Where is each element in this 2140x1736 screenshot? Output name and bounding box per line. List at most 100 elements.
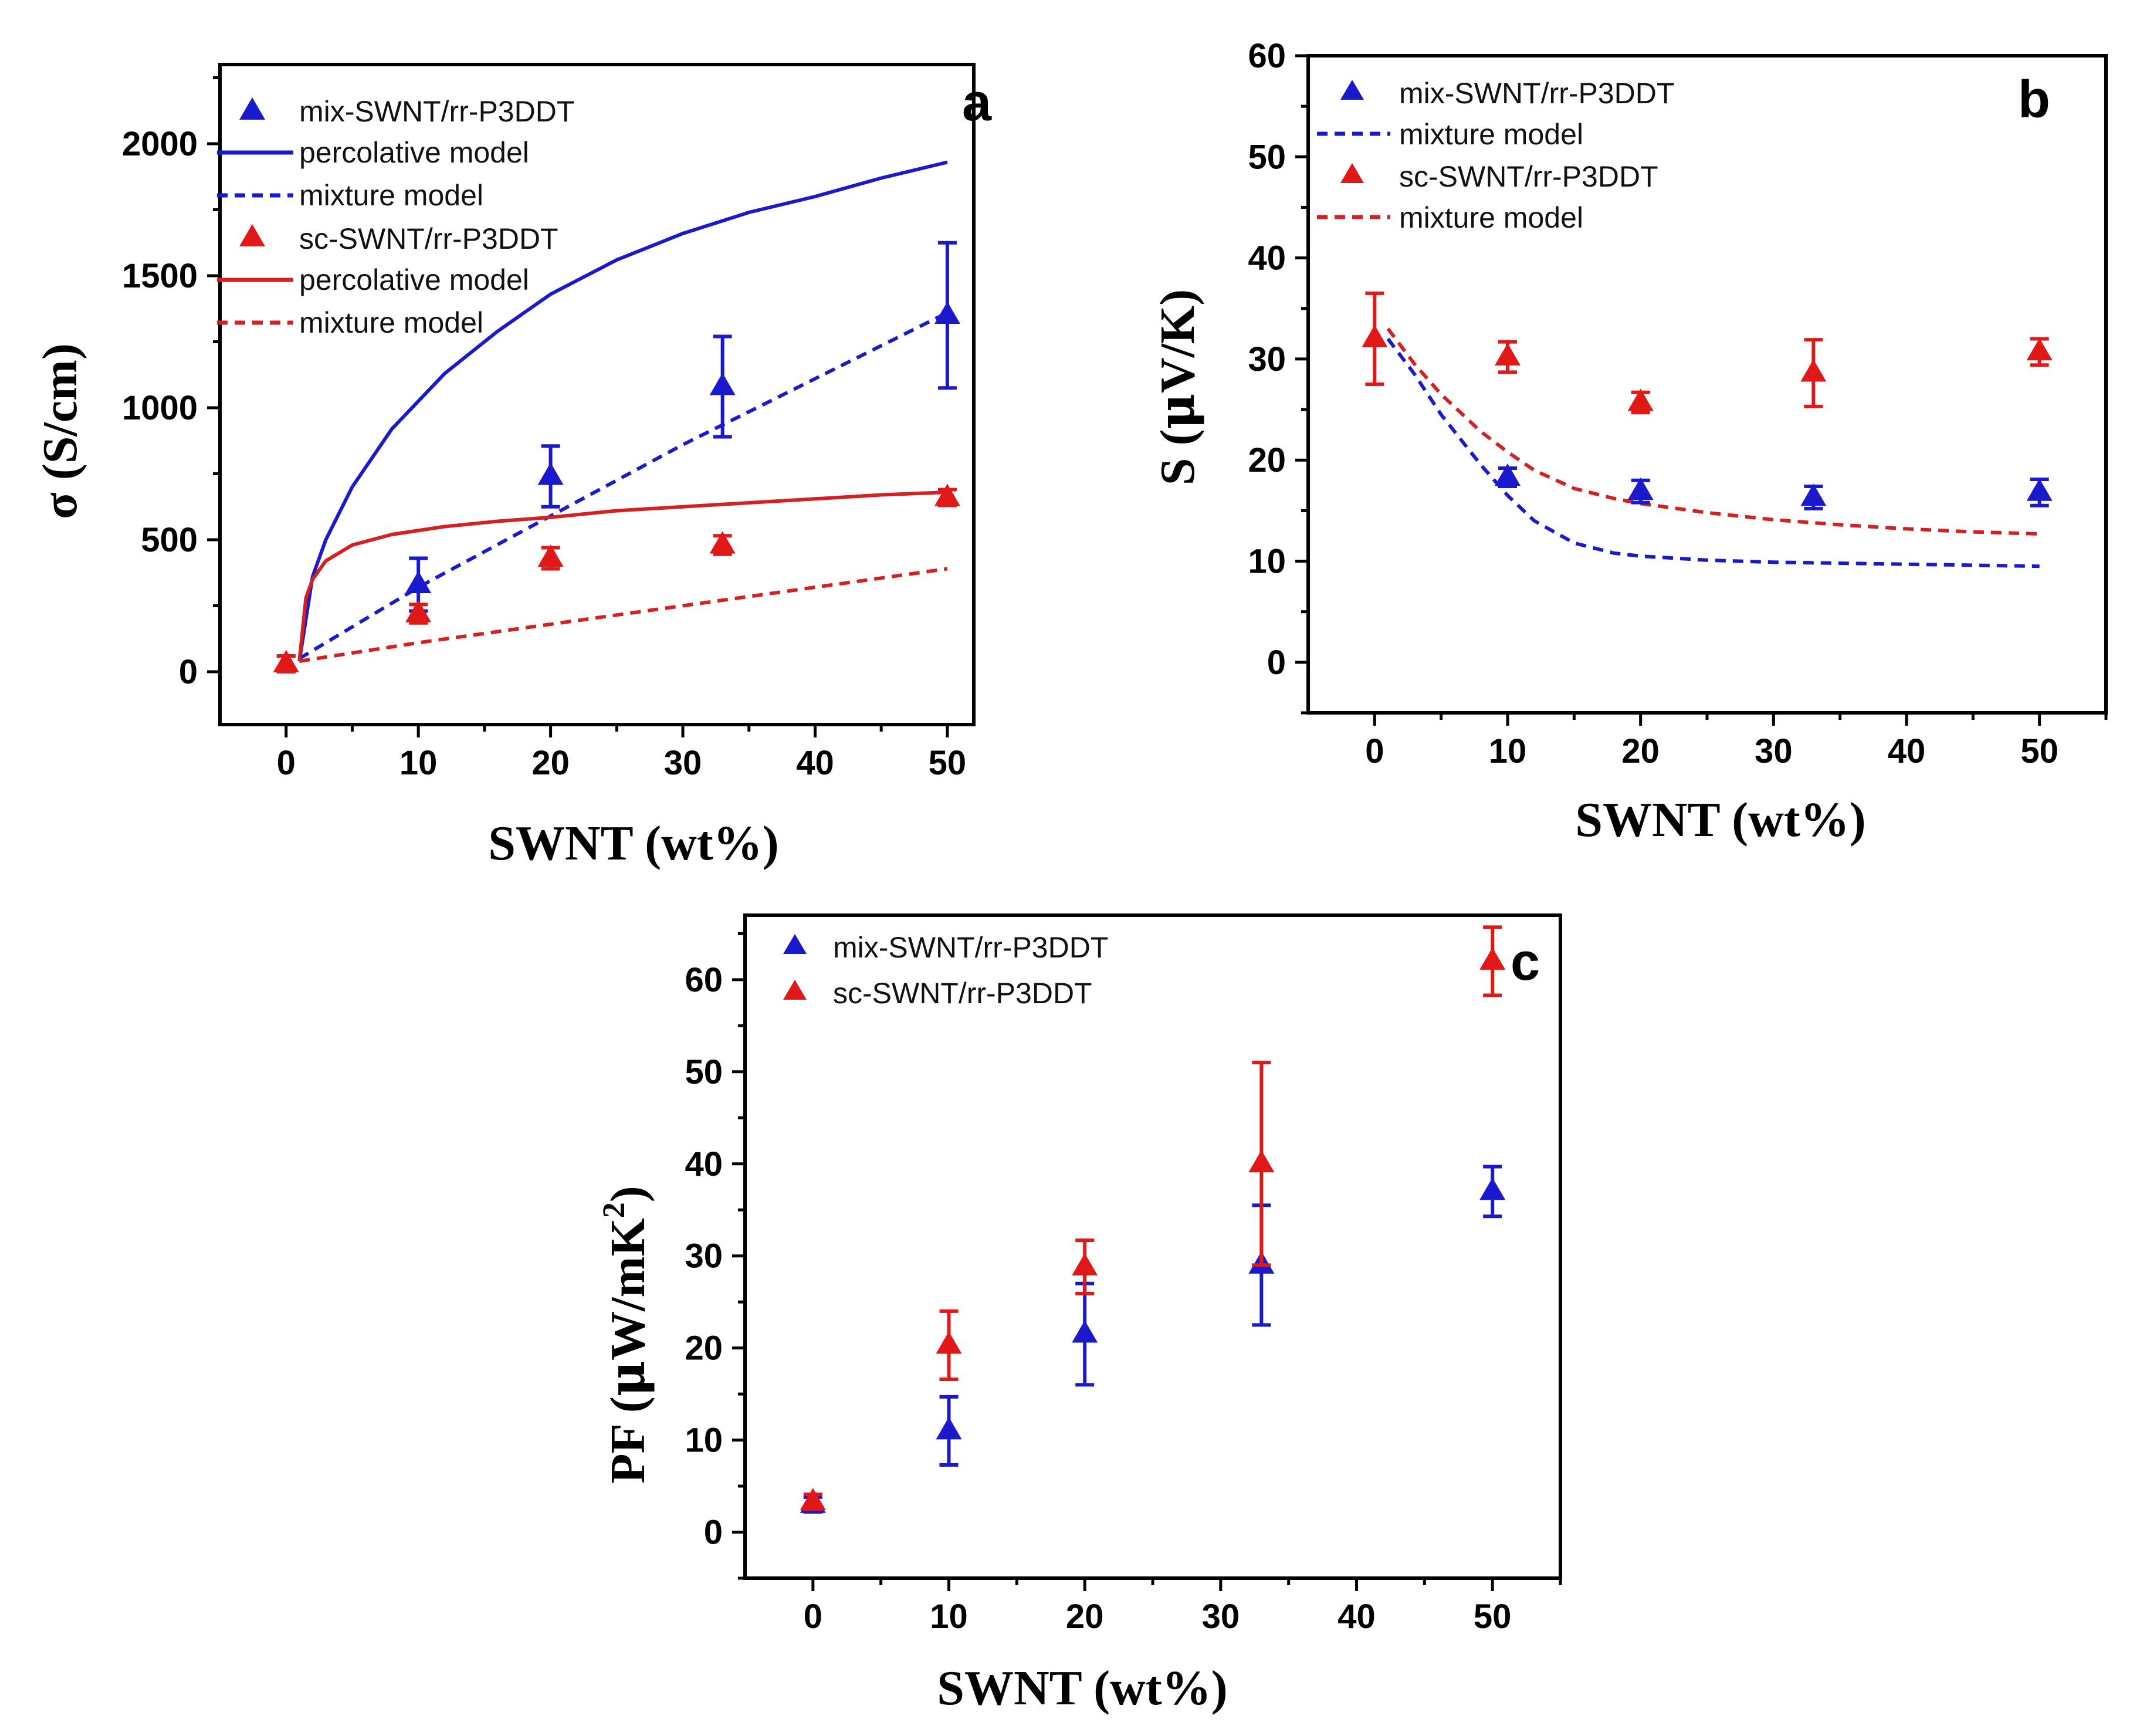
panel-b-legend: mix-SWNT/rr-P3DDT mixture model sc-SWNT/… [1317, 77, 1674, 234]
panel-c-marks [800, 925, 1506, 1514]
panel-c-xtick-label: 0 [804, 1598, 822, 1636]
panel-a-series-3-point [405, 600, 432, 622]
panel-c-xtick-label: 30 [1202, 1598, 1240, 1636]
panel-b-xtick-label: 10 [1489, 732, 1527, 770]
panel-a-xtick-label: 50 [929, 744, 967, 782]
panel-b-ytick-label: 60 [1248, 37, 1286, 75]
panel-b-ylabel: S (μV/K) [1147, 289, 1206, 486]
legend-b-mix-label: mix-SWNT/rr-P3DDT [1399, 77, 1674, 110]
panel-b-ytick-label: 0 [1267, 644, 1286, 682]
panel-a-marks [273, 160, 960, 674]
panel-c-xlabel: SWNT (wt%) [937, 1661, 1227, 1715]
panel-a-xlabel: SWNT (wt%) [488, 816, 778, 871]
panel-c-ytick-label: 50 [685, 1053, 723, 1091]
legend-b-mix-mixture-label: mixture model [1399, 118, 1583, 151]
panel-c-ytick-label: 40 [685, 1145, 723, 1183]
legend-a-mix-mixture-label: mixture model [299, 179, 483, 212]
panel-a-letter: a [962, 73, 992, 132]
panel-a-xtick-label: 40 [796, 744, 834, 782]
panel-c-series-1-point [936, 1331, 962, 1354]
panel-a-ytick-label: 0 [179, 653, 198, 691]
panel-c-series-1-point [800, 1488, 826, 1511]
panel-c-series-1-point [1248, 1150, 1275, 1173]
legend-a-mix-marker [239, 97, 265, 120]
panel-c-letter: c [1511, 933, 1540, 991]
panel-c-legend: mix-SWNT/rr-P3DDT sc-SWNT/rr-P3DDT [783, 931, 1108, 1010]
panel-b-series-2-point [1362, 324, 1388, 347]
panel-b-series-1-line [1386, 337, 2040, 568]
panel-b-series-3-line [1386, 327, 2040, 536]
panel-c-series-1-point [1072, 1253, 1098, 1275]
panel-b-series-2-point [1800, 359, 1827, 382]
panel-c-power-factor-chart: 0 10 20 30 40 50 0 10 20 30 40 50 60 SWNT (wt%) PF (… [596, 913, 1562, 1715]
panel-b-ytick-label: 10 [1248, 543, 1286, 581]
panel-b-series-0-point [1800, 483, 1827, 506]
legend-b-sc-mixture-label: mixture model [1399, 201, 1583, 234]
panel-b-series-0-point [1495, 463, 1521, 486]
panel-a-xtick-label: 30 [664, 744, 702, 782]
panel-b-ytick-label: 30 [1248, 340, 1286, 378]
panel-a-ytick-label: 2000 [122, 125, 198, 163]
panel-c-axes: 0 10 20 30 40 50 0 10 20 30 40 50 60 [685, 913, 1562, 1636]
panel-c-ytick-label: 0 [704, 1514, 723, 1552]
legend-a-sc-percolative-label: percolative model [299, 263, 529, 296]
panel-c-ylabel: PF (μW/mK2) [596, 1186, 656, 1484]
legend-a-mix-label: mix-SWNT/rr-P3DDT [299, 95, 574, 128]
panel-b-xtick-label: 30 [1755, 732, 1793, 770]
panel-c-xtick-label: 10 [930, 1598, 968, 1636]
panel-a-xtick-label: 20 [531, 744, 570, 782]
panel-a-ylabel: σ (S/cm) [33, 343, 87, 519]
panel-b-xtick-label: 0 [1365, 732, 1384, 770]
panel-b-xtick-label: 20 [1621, 732, 1660, 770]
panel-c-ytick-label: 30 [685, 1237, 723, 1275]
panel-c-series-0-point [936, 1417, 962, 1440]
legend-a-sc-label: sc-SWNT/rr-P3DDT [299, 222, 558, 255]
legend-b-mix-marker [1340, 80, 1364, 100]
panel-a-series-0-point [537, 462, 564, 485]
panel-c-series-0-point [1479, 1177, 1506, 1200]
panel-a-ytick-label: 500 [141, 521, 198, 559]
panel-b-xtick-label: 50 [2020, 732, 2058, 770]
legend-a-sc-marker [239, 224, 265, 246]
panel-c-ytick-label: 20 [685, 1329, 723, 1368]
panel-c-frame [743, 913, 1562, 1580]
panel-b-ytick-label: 40 [1248, 239, 1286, 278]
panel-a-series-0-point [934, 301, 960, 324]
panel-c-series-0-point [1072, 1320, 1098, 1343]
panel-c-ytick-label: 10 [685, 1422, 723, 1460]
panel-a-series-3-point [273, 649, 299, 672]
panel-a-series-4-line [297, 490, 948, 662]
panel-b-ytick-label: 20 [1248, 441, 1286, 479]
panel-a-series-2-line [298, 311, 949, 661]
panel-c-xtick-label: 50 [1474, 1598, 1512, 1636]
legend-c-mix-marker [783, 934, 807, 954]
panel-b-marks [1362, 291, 2053, 568]
panel-a-series-0-point [405, 570, 432, 593]
panel-a-series-0-point [709, 373, 736, 395]
panel-a-series-3-point [709, 531, 736, 554]
panel-b-seebeck-chart: 0 10 20 30 40 50 0 10 20 30 40 50 60 SWNT (wt%) S (μ… [1147, 37, 2108, 847]
panel-b-xtick-label: 40 [1888, 732, 1926, 770]
panel-b-series-0-point [1627, 478, 1654, 500]
panel-b-axes: 0 10 20 30 40 50 0 10 20 30 40 50 60 [1248, 37, 2108, 770]
panel-b-series-2-point [2026, 338, 2053, 361]
panel-b-series-2-point [1627, 388, 1654, 411]
panel-a-series-3-point [537, 544, 564, 567]
panel-b-ytick-label: 50 [1248, 138, 1286, 176]
panel-c-xtick-label: 20 [1066, 1598, 1104, 1636]
panel-c-ytick-label: 60 [685, 961, 723, 999]
legend-a-mix-percolative-label: percolative model [299, 136, 529, 169]
panel-a-frame [218, 63, 976, 726]
panel-b-xlabel: SWNT (wt%) [1575, 793, 1865, 847]
panel-b-series-0-point [2026, 478, 2053, 501]
panel-b-frame [1306, 54, 2108, 715]
panel-a-series-5-line [299, 567, 948, 663]
legend-c-sc-marker [783, 980, 807, 1000]
legend-b-sc-marker [1340, 163, 1364, 183]
panel-c-series-1-point [1479, 947, 1506, 970]
panel-a-xtick-label: 0 [277, 744, 296, 782]
panel-a-ytick-label: 1000 [122, 389, 198, 427]
